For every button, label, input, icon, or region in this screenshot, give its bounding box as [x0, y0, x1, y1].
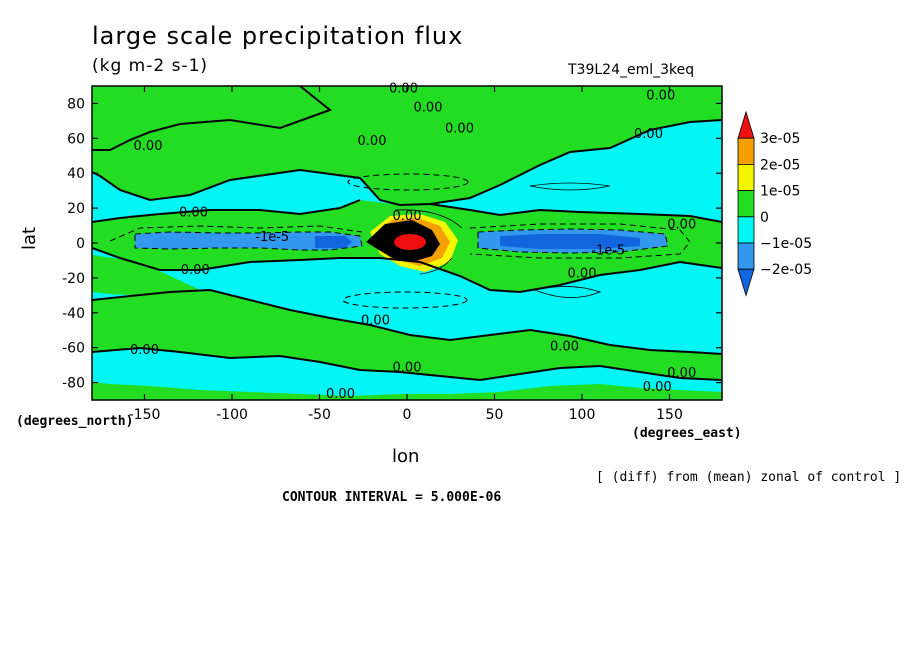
- contour-label: 0.00: [667, 366, 696, 381]
- contour-lines-positive: [394, 182, 611, 298]
- chart-title: large scale precipitation flux: [92, 22, 464, 50]
- field-negative-south-patch: [92, 348, 722, 396]
- colorbar-label: −2e-05: [760, 262, 812, 278]
- colorbar-top-arrow: [737, 110, 755, 139]
- contour-label: 0.00: [389, 81, 418, 96]
- chart-units: (kg m-2 s-1): [92, 56, 209, 76]
- y-tick-label: 40: [67, 166, 85, 182]
- contour-interval: CONTOUR INTERVAL = 5.000E-06: [282, 490, 502, 505]
- x-axis-label: lon: [392, 446, 420, 467]
- colorbar-segment: [737, 137, 755, 165]
- contour-label: 0.00: [646, 88, 675, 103]
- field-positive-southwest: [92, 255, 200, 296]
- plot-fills: [92, 86, 722, 400]
- contour-label: 0.00: [634, 127, 663, 142]
- colorbar-bottom-arrow: [737, 268, 755, 297]
- colorbar-segment: [737, 190, 755, 218]
- field-negative-core-east: [500, 234, 640, 249]
- diff-note: [ (diff) from (mean) zonal of control ]: [596, 470, 902, 485]
- contour-label: -1e-5: [255, 230, 289, 245]
- field-negative-band-west: [135, 232, 362, 250]
- experiment-label: T39L24_eml_3keq: [568, 62, 695, 78]
- contour-label: 0.00: [358, 134, 387, 149]
- y-tick-label: -80: [62, 376, 85, 392]
- x-tick-label: -150: [129, 407, 161, 423]
- contour-label: 0.00: [667, 218, 696, 233]
- y-tick-label: -20: [62, 271, 85, 287]
- y-tick-label: -40: [62, 306, 85, 322]
- colorbar: 3e-05 2e-05 1e-05 0 −1e-05 −2e-05: [737, 110, 812, 297]
- contour-label: 0.00: [181, 263, 210, 278]
- field-negative-core-west: [315, 236, 352, 248]
- colorbar-label: 1e-05: [760, 184, 800, 200]
- contour-label: 0.00: [393, 361, 422, 376]
- x-axis: -150 -100 -50 0 50 100 150: [129, 86, 683, 423]
- x-tick-label: 0: [403, 407, 412, 423]
- contour-label: 0.00: [445, 122, 474, 137]
- y-tick-label: -60: [62, 341, 85, 357]
- field-positive-red: [394, 234, 426, 250]
- contour-label: 0.00: [414, 101, 443, 116]
- field-positive-northwest: [92, 86, 330, 150]
- contour-lines-zero: [92, 86, 722, 382]
- colorbar-segment: [737, 163, 755, 191]
- contour-label: -1e-5: [591, 244, 625, 259]
- x-tick-label: 100: [569, 407, 596, 423]
- colorbar-label: 2e-05: [760, 157, 800, 173]
- x-tick-label: 50: [486, 407, 504, 423]
- x-tick-label: 150: [656, 407, 683, 423]
- x-axis-unit: (degrees_east): [632, 426, 742, 441]
- y-tick-label: 20: [67, 201, 85, 217]
- x-tick-label: -50: [308, 407, 331, 423]
- contour-labels: 0.000.000.000.00 0.000.00 0.000.00 0.000.00…: [130, 81, 696, 402]
- y-tick-label: 80: [67, 96, 85, 112]
- contour-label: 0.00: [643, 380, 672, 395]
- colorbar-segment: [737, 242, 755, 270]
- contour-label: 0.00: [568, 266, 597, 281]
- contour-label: 0.00: [134, 139, 163, 154]
- colorbar-label: 0: [760, 210, 769, 226]
- y-tick-label: 60: [67, 131, 85, 147]
- colorbar-label: −1e-05: [760, 236, 812, 252]
- contour-label: 0.00: [179, 205, 208, 220]
- contour-label: 0.00: [393, 209, 422, 224]
- y-axis-unit: (degrees_north): [16, 414, 134, 429]
- y-tick-label: 0: [76, 236, 85, 252]
- contour-label: 0.00: [361, 314, 390, 329]
- colorbar-segment: [737, 216, 755, 244]
- contour-label: 0.00: [550, 340, 579, 355]
- y-axis: 80 60 40 20 0 -20 -40 -60 -80: [62, 96, 722, 392]
- contour-label: 0.00: [130, 343, 159, 358]
- x-tick-label: -100: [216, 407, 248, 423]
- contour-label: 0.00: [326, 387, 355, 402]
- colorbar-label: 3e-05: [760, 131, 800, 147]
- contour-lines-negative: [109, 173, 691, 309]
